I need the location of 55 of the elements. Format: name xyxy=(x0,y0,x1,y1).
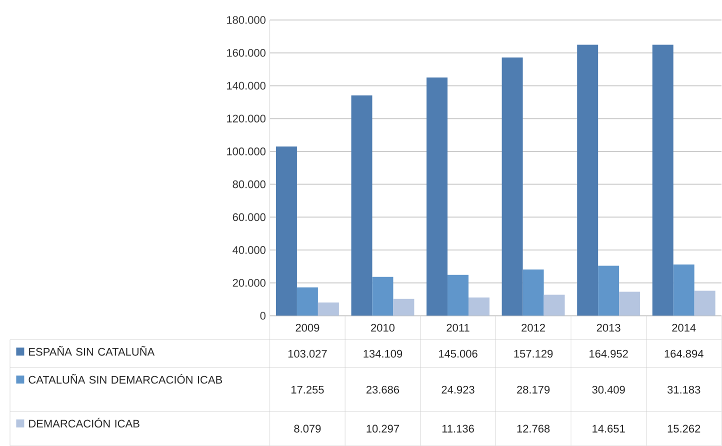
data-label: 12.768 xyxy=(517,424,550,433)
bar xyxy=(619,292,640,316)
bar xyxy=(694,290,716,316)
data-label: 11.136 xyxy=(442,424,474,433)
data-label: 15.262 xyxy=(668,424,700,433)
y-tick-label: 40.000 xyxy=(232,246,266,254)
data-label: 30.409 xyxy=(592,386,625,394)
data-label: 103.027 xyxy=(288,350,327,358)
data-label: 164.894 xyxy=(664,350,704,358)
legend-label: CATALUÑA SIN DEMARCACIÓN ICAB xyxy=(28,374,222,384)
legend-label: DEMARCACIÓN ICAB xyxy=(29,418,140,428)
data-label: 28.179 xyxy=(517,386,550,394)
y-tick-label: 0 xyxy=(260,312,266,320)
bar xyxy=(393,298,414,316)
bar xyxy=(522,270,544,316)
bar xyxy=(502,58,523,316)
x-tick-label: 2010 xyxy=(371,324,395,332)
y-tick-label: 140.000 xyxy=(227,82,266,90)
data-label: 134.109 xyxy=(364,350,402,358)
y-tick-label: 80.000 xyxy=(232,180,266,188)
bar xyxy=(296,287,318,316)
bar xyxy=(372,276,394,316)
data-label: 8.079 xyxy=(294,424,321,433)
x-tick-label: 2013 xyxy=(596,324,620,332)
data-label: 23.686 xyxy=(366,386,400,394)
bar xyxy=(652,44,674,316)
data-label: 157.129 xyxy=(514,350,553,358)
y-tick-label: 160.000 xyxy=(227,49,266,57)
data-label: 31.183 xyxy=(667,386,700,394)
x-tick-label: 2014 xyxy=(672,324,696,332)
data-label: 10.297 xyxy=(366,424,399,433)
data-label: 24.923 xyxy=(442,386,474,394)
bar xyxy=(598,266,620,316)
y-tick-label: 120.000 xyxy=(227,114,266,123)
x-tick-label: 2011 xyxy=(446,324,470,332)
bar xyxy=(544,294,565,316)
data-label: 17.255 xyxy=(291,386,324,394)
bar xyxy=(318,302,339,316)
bar xyxy=(426,78,448,316)
y-tick-label: 100.000 xyxy=(227,148,266,156)
y-tick-label: 20.000 xyxy=(232,279,266,287)
x-tick-label: 2009 xyxy=(296,324,320,332)
bar xyxy=(448,274,469,316)
bar xyxy=(468,298,490,316)
data-label: 145.006 xyxy=(438,350,478,358)
bar xyxy=(577,44,598,316)
x-tick-label: 2012 xyxy=(522,324,545,332)
y-tick-label: 60.000 xyxy=(232,213,266,222)
bar xyxy=(673,264,694,316)
bar xyxy=(276,146,297,316)
data-label: 14.651 xyxy=(592,424,625,433)
legend-label: ESPAÑA SIN CATALUÑA xyxy=(29,346,155,356)
bar xyxy=(351,95,372,316)
y-tick-label: 180.000 xyxy=(227,16,266,24)
data-label: 164.952 xyxy=(590,350,628,358)
